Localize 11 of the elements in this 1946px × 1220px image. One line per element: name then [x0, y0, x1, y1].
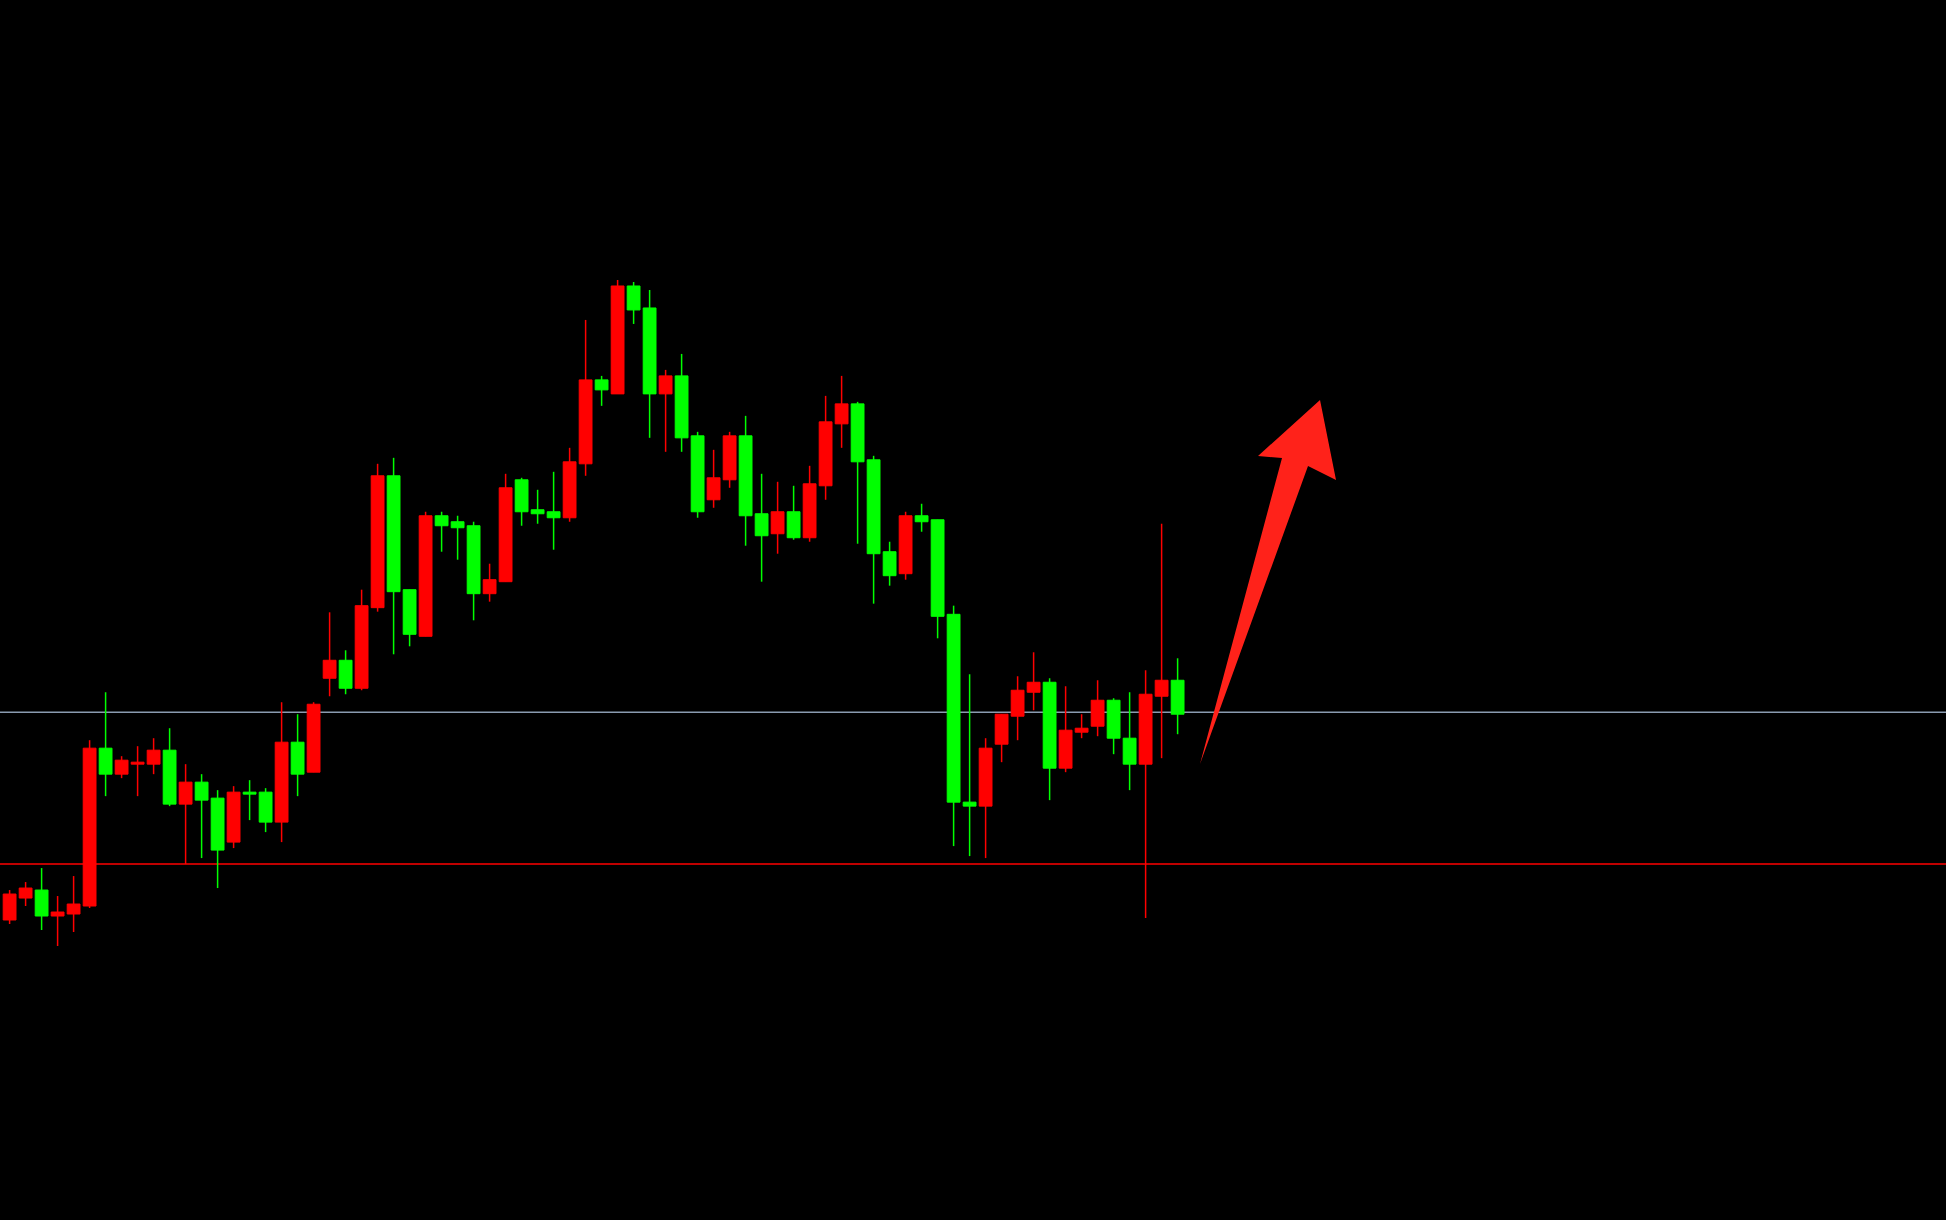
candlestick [98, 691, 113, 797]
candlestick [658, 369, 673, 453]
candlestick [770, 481, 785, 555]
candlestick [290, 713, 305, 797]
candlestick [34, 867, 49, 931]
candlestick [1170, 657, 1185, 735]
candlestick [594, 375, 609, 407]
candlestick [338, 649, 353, 695]
candlestick [322, 611, 337, 697]
candlestick [1090, 679, 1105, 737]
candlestick [786, 485, 801, 541]
